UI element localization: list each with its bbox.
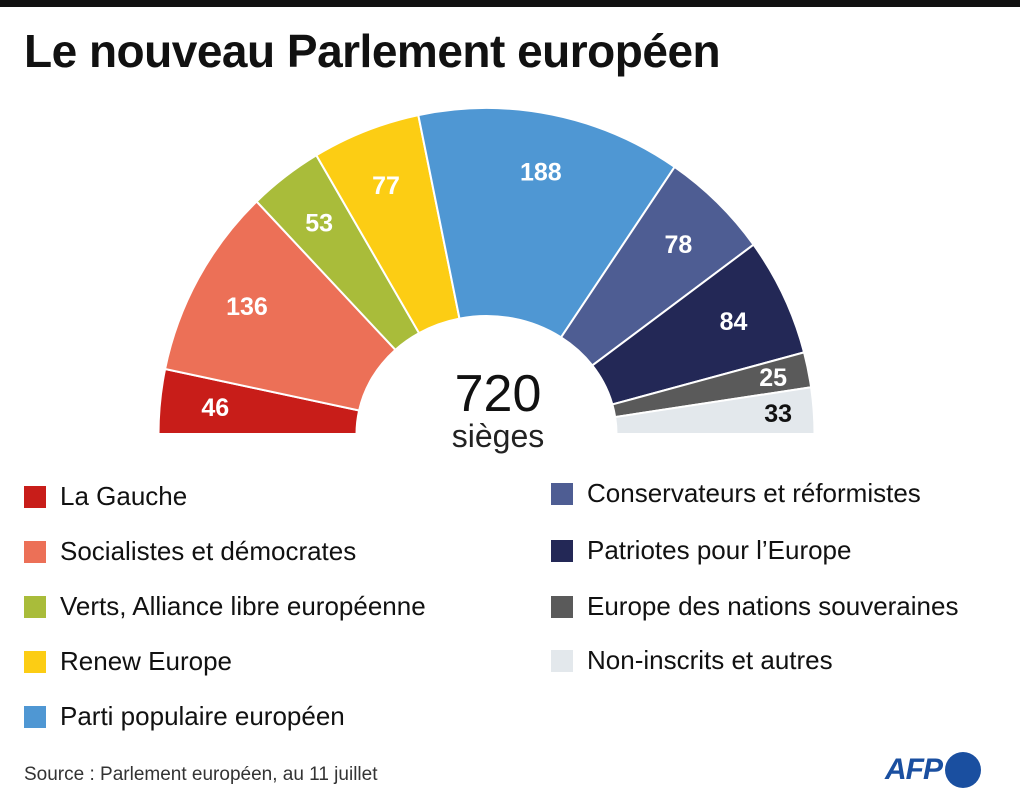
top-bar [0,0,1020,7]
segment-value-label: 53 [305,210,333,238]
afp-logo: AFP [885,752,981,788]
legend-item: Parti populaire européen [24,701,345,732]
legend-label: Europe des nations souveraines [587,591,959,621]
afp-logo-text: AFP [885,753,943,786]
legend-swatch [24,705,46,728]
legend-label: Conservateurs et réformistes [587,478,921,508]
segment-value-label: 188 [520,159,562,187]
legend-item: Renew Europe [24,646,232,677]
legend-item: Conservateurs et réformistes [551,478,921,509]
afp-logo-dot [945,752,981,788]
legend-swatch [24,650,46,673]
legend-item: Non-inscrits et autres [551,645,833,676]
legend-item: Patriotes pour l’Europe [551,535,851,566]
legend-label: Patriotes pour l’Europe [587,535,852,565]
legend-swatch [551,482,573,505]
legend-swatch [551,649,573,672]
legend-label: Socialistes et démocrates [60,536,357,566]
segment-value-label: 78 [664,231,692,259]
source-note: Source : Parlement européen, au 11 juill… [24,764,378,785]
segment-non-inscrits-et-autres [614,386,816,435]
legend-label: Non-inscrits et autres [587,645,833,675]
legend-swatch [24,485,46,508]
segment-value-label: 136 [226,293,268,321]
segment-value-label: 25 [759,364,787,392]
legend-label: Parti populaire européen [60,701,345,731]
segment-parti-populaire-europ-en [417,107,677,339]
total-seats: 720 [454,365,542,423]
segment-value-label: 46 [201,394,229,422]
legend-label: La Gauche [60,481,188,511]
legend-swatch [24,540,46,563]
segment-value-label: 84 [720,308,748,336]
legend-label: Renew Europe [60,646,232,676]
legend-item: Verts, Alliance libre européenne [24,591,426,622]
segment-value-label: 33 [764,400,792,428]
legend-swatch [551,595,573,618]
legend-label: Verts, Alliance libre européenne [60,591,426,621]
chart-title: Le nouveau Parlement européen [24,25,721,77]
legend-item: Europe des nations souveraines [551,591,958,622]
legend-item: Socialistes et démocrates [24,536,356,567]
legend-item: La Gauche [24,481,187,512]
total-seats-unit: sièges [451,418,545,454]
legend-swatch [24,595,46,618]
legend-swatch [551,539,573,562]
segment-value-label: 77 [372,172,400,200]
